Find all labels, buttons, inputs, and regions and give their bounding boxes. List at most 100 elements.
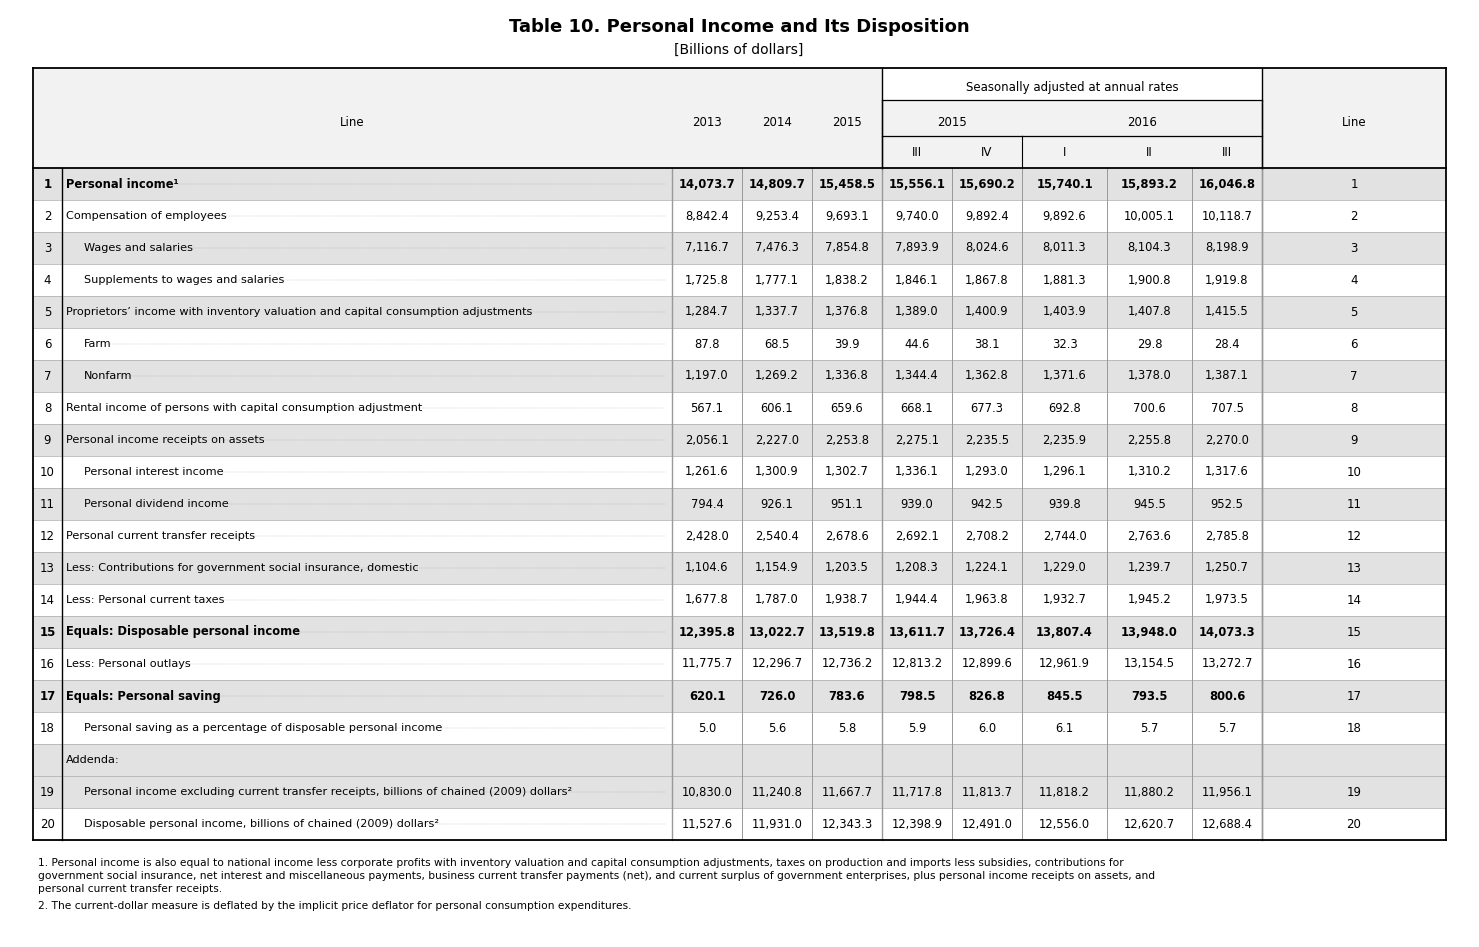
Text: 952.5: 952.5 [1210, 497, 1244, 510]
Text: 2,763.6: 2,763.6 [1127, 529, 1171, 543]
Text: 38.1: 38.1 [975, 337, 1000, 350]
Text: 16,046.8: 16,046.8 [1198, 177, 1256, 190]
Text: 4: 4 [44, 274, 52, 287]
Text: 2015: 2015 [938, 116, 967, 129]
Text: 677.3: 677.3 [970, 402, 1003, 415]
Text: 1,239.7: 1,239.7 [1127, 562, 1171, 575]
Text: Personal income excluding current transfer receipts, billions of chained (2009) : Personal income excluding current transf… [84, 787, 572, 797]
Text: 11,956.1: 11,956.1 [1201, 785, 1253, 798]
Text: 44.6: 44.6 [904, 337, 930, 350]
Text: 692.8: 692.8 [1049, 402, 1081, 415]
Text: 16: 16 [40, 657, 55, 670]
Text: IV: IV [981, 147, 992, 159]
Text: 1,269.2: 1,269.2 [756, 369, 799, 383]
Text: 1,154.9: 1,154.9 [756, 562, 799, 575]
Text: 5.0: 5.0 [698, 722, 716, 735]
Text: Personal income¹: Personal income¹ [67, 177, 179, 190]
Text: Less: Personal outlays: Less: Personal outlays [67, 659, 191, 669]
Text: 7,893.9: 7,893.9 [895, 241, 939, 255]
Text: 1,197.0: 1,197.0 [685, 369, 729, 383]
Text: 13,948.0: 13,948.0 [1121, 626, 1177, 638]
Bar [33, 328, 1446, 360]
Text: 1,300.9: 1,300.9 [756, 466, 799, 478]
Bar [33, 552, 1446, 584]
Text: 1: 1 [43, 177, 52, 190]
Text: Personal dividend income: Personal dividend income [84, 499, 229, 509]
Text: 1,415.5: 1,415.5 [1205, 306, 1248, 318]
Text: 826.8: 826.8 [969, 689, 1006, 703]
Text: 2,253.8: 2,253.8 [825, 434, 870, 446]
Text: 1,261.6: 1,261.6 [685, 466, 729, 478]
Text: 2,678.6: 2,678.6 [825, 529, 868, 543]
Text: 845.5: 845.5 [1046, 689, 1083, 703]
Text: 13,519.8: 13,519.8 [818, 626, 876, 638]
Text: Nonfarm: Nonfarm [84, 371, 133, 381]
Text: 1,973.5: 1,973.5 [1205, 594, 1248, 606]
Text: 1,725.8: 1,725.8 [685, 274, 729, 287]
Text: 5.7: 5.7 [1217, 722, 1236, 735]
Bar [33, 712, 1446, 744]
Text: 2,056.1: 2,056.1 [685, 434, 729, 446]
Text: 18: 18 [40, 722, 55, 735]
Text: 1,378.0: 1,378.0 [1127, 369, 1171, 383]
Text: 13: 13 [40, 562, 55, 575]
Text: 5.7: 5.7 [1140, 722, 1158, 735]
Text: 1,387.1: 1,387.1 [1205, 369, 1248, 383]
Text: 567.1: 567.1 [691, 402, 723, 415]
Bar [33, 520, 1446, 552]
Text: 12,491.0: 12,491.0 [961, 817, 1013, 831]
Text: 1,881.3: 1,881.3 [1043, 274, 1086, 287]
Text: 11,818.2: 11,818.2 [1040, 785, 1090, 798]
Text: 6.0: 6.0 [978, 722, 995, 735]
Bar [33, 360, 1446, 392]
Text: 13: 13 [1346, 562, 1362, 575]
Text: 20: 20 [1346, 817, 1362, 831]
Text: 11,813.7: 11,813.7 [961, 785, 1013, 798]
Text: 1,337.7: 1,337.7 [754, 306, 799, 318]
Text: 1,945.2: 1,945.2 [1127, 594, 1171, 606]
Text: 6.1: 6.1 [1056, 722, 1074, 735]
Text: 5: 5 [1350, 306, 1358, 318]
Text: 11,667.7: 11,667.7 [821, 785, 873, 798]
Text: 2016: 2016 [1127, 116, 1157, 129]
Text: 12,343.3: 12,343.3 [821, 817, 873, 831]
Text: 28.4: 28.4 [1214, 337, 1239, 350]
Text: 1,932.7: 1,932.7 [1043, 594, 1087, 606]
Text: 5: 5 [44, 306, 52, 318]
Text: 1,919.8: 1,919.8 [1205, 274, 1248, 287]
Text: 13,272.7: 13,272.7 [1201, 657, 1253, 670]
Text: 14: 14 [1346, 594, 1362, 606]
Text: 2,270.0: 2,270.0 [1205, 434, 1248, 446]
Bar [33, 424, 1446, 456]
Text: Rental income of persons with capital consumption adjustment: Rental income of persons with capital co… [67, 403, 422, 413]
Text: 939.0: 939.0 [901, 497, 933, 510]
Text: 2,540.4: 2,540.4 [756, 529, 799, 543]
Bar [33, 808, 1446, 840]
Text: Compensation of employees: Compensation of employees [67, 211, 226, 221]
Text: 1,400.9: 1,400.9 [966, 306, 1009, 318]
Text: personal current transfer receipts.: personal current transfer receipts. [38, 884, 222, 894]
Text: 8,104.3: 8,104.3 [1127, 241, 1171, 255]
Text: 13,726.4: 13,726.4 [958, 626, 1016, 638]
Text: 15,690.2: 15,690.2 [958, 177, 1016, 190]
Text: 8,024.6: 8,024.6 [966, 241, 1009, 255]
Text: Personal current transfer receipts: Personal current transfer receipts [67, 531, 254, 541]
Text: 620.1: 620.1 [689, 689, 725, 703]
Text: Equals: Personal saving: Equals: Personal saving [67, 689, 220, 703]
Text: 8: 8 [44, 402, 52, 415]
Text: 9,253.4: 9,253.4 [756, 209, 799, 223]
Text: 12,899.6: 12,899.6 [961, 657, 1013, 670]
Text: 1,371.6: 1,371.6 [1043, 369, 1087, 383]
Text: 5.8: 5.8 [839, 722, 856, 735]
Text: 11: 11 [40, 497, 55, 510]
Text: 659.6: 659.6 [831, 402, 864, 415]
Text: 2015: 2015 [833, 116, 862, 129]
Text: 5.6: 5.6 [768, 722, 787, 735]
Text: 20: 20 [40, 817, 55, 831]
Text: 794.4: 794.4 [691, 497, 723, 510]
Text: 68.5: 68.5 [765, 337, 790, 350]
Text: 1,867.8: 1,867.8 [966, 274, 1009, 287]
Text: 10: 10 [1346, 466, 1362, 478]
Text: 1,317.6: 1,317.6 [1205, 466, 1248, 478]
Text: 11: 11 [1346, 497, 1362, 510]
